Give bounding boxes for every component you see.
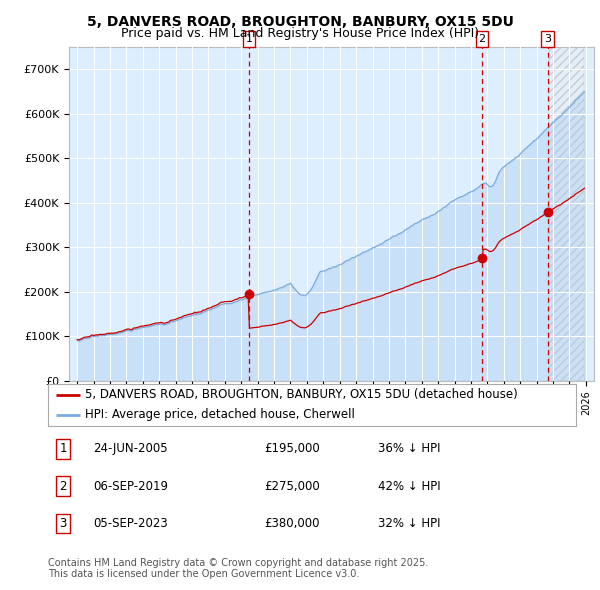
Text: 5, DANVERS ROAD, BROUGHTON, BANBURY, OX15 5DU (detached house): 5, DANVERS ROAD, BROUGHTON, BANBURY, OX1… [85,388,518,401]
Text: 1: 1 [59,442,67,455]
Text: £195,000: £195,000 [264,442,320,455]
Text: 2: 2 [479,34,485,44]
Text: 2: 2 [59,480,67,493]
Text: Contains HM Land Registry data © Crown copyright and database right 2025.
This d: Contains HM Land Registry data © Crown c… [48,558,428,579]
Text: £275,000: £275,000 [264,480,320,493]
Text: 24-JUN-2005: 24-JUN-2005 [93,442,167,455]
Text: 06-SEP-2019: 06-SEP-2019 [93,480,168,493]
Text: 36% ↓ HPI: 36% ↓ HPI [378,442,440,455]
Text: 5, DANVERS ROAD, BROUGHTON, BANBURY, OX15 5DU: 5, DANVERS ROAD, BROUGHTON, BANBURY, OX1… [86,15,514,29]
Text: 3: 3 [59,517,67,530]
Text: Price paid vs. HM Land Registry's House Price Index (HPI): Price paid vs. HM Land Registry's House … [121,27,479,40]
Text: 3: 3 [544,34,551,44]
Text: 05-SEP-2023: 05-SEP-2023 [93,517,168,530]
Text: HPI: Average price, detached house, Cherwell: HPI: Average price, detached house, Cher… [85,408,355,421]
Text: 1: 1 [245,34,253,44]
Text: £380,000: £380,000 [264,517,320,530]
Text: 32% ↓ HPI: 32% ↓ HPI [378,517,440,530]
Text: 42% ↓ HPI: 42% ↓ HPI [378,480,440,493]
